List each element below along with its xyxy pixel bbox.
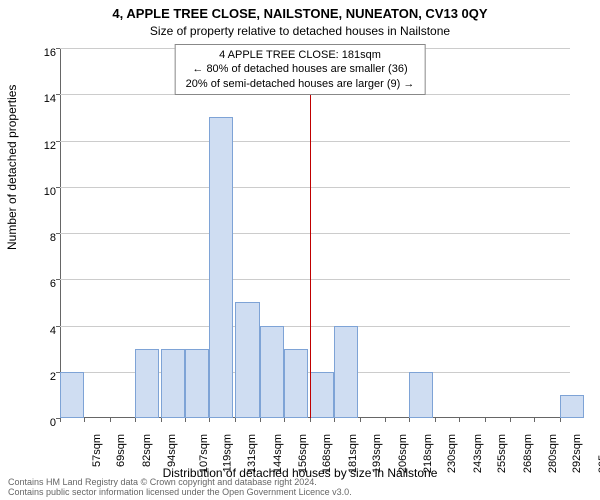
histogram-bar bbox=[235, 302, 259, 418]
grid-line bbox=[60, 326, 570, 327]
y-tick-label: 10 bbox=[40, 186, 56, 198]
x-tick-label: 243sqm bbox=[472, 434, 484, 473]
y-tick-mark bbox=[56, 48, 60, 49]
x-tick-label: 230sqm bbox=[446, 434, 458, 473]
x-tick-mark bbox=[260, 418, 261, 422]
x-tick-mark bbox=[385, 418, 386, 422]
x-tick-mark bbox=[185, 418, 186, 422]
footer-text: Contains HM Land Registry data © Crown c… bbox=[8, 478, 352, 498]
y-tick-mark bbox=[56, 233, 60, 234]
histogram-bar bbox=[185, 349, 209, 418]
y-tick-label: 6 bbox=[40, 278, 56, 290]
y-tick-label: 0 bbox=[40, 417, 56, 429]
info-line-2: ← 80% of detached houses are smaller (36… bbox=[186, 62, 415, 76]
x-tick-mark bbox=[84, 418, 85, 422]
x-tick-mark bbox=[409, 418, 410, 422]
x-tick-mark bbox=[161, 418, 162, 422]
grid-line bbox=[60, 141, 570, 142]
x-tick-mark bbox=[334, 418, 335, 422]
x-tick-mark bbox=[135, 418, 136, 422]
info-line-1: 4 APPLE TREE CLOSE: 181sqm bbox=[186, 48, 415, 62]
info-box: 4 APPLE TREE CLOSE: 181sqm ← 80% of deta… bbox=[175, 44, 426, 95]
y-tick-label: 2 bbox=[40, 371, 56, 383]
x-tick-mark bbox=[235, 418, 236, 422]
y-tick-label: 4 bbox=[40, 325, 56, 337]
x-tick-mark bbox=[284, 418, 285, 422]
x-tick-label: 131sqm bbox=[246, 434, 258, 473]
x-tick-mark bbox=[209, 418, 210, 422]
y-tick-mark bbox=[56, 94, 60, 95]
histogram-bar bbox=[209, 117, 233, 418]
x-tick-label: 82sqm bbox=[141, 434, 153, 467]
x-tick-label: 119sqm bbox=[221, 434, 233, 472]
x-tick-label: 168sqm bbox=[321, 434, 333, 473]
chart-subtitle: Size of property relative to detached ho… bbox=[0, 24, 600, 38]
x-tick-mark bbox=[534, 418, 535, 422]
histogram-bar bbox=[334, 326, 358, 419]
y-tick-label: 16 bbox=[40, 47, 56, 59]
x-tick-label: 94sqm bbox=[166, 434, 178, 467]
x-tick-mark bbox=[310, 418, 311, 422]
x-tick-label: 206sqm bbox=[397, 434, 409, 473]
x-tick-label: 156sqm bbox=[297, 434, 309, 473]
x-tick-label: 255sqm bbox=[496, 434, 508, 473]
plot-area bbox=[60, 48, 570, 418]
x-tick-label: 292sqm bbox=[571, 434, 583, 473]
info-line-3: 20% of semi-detached houses are larger (… bbox=[186, 77, 415, 91]
y-tick-mark bbox=[56, 326, 60, 327]
x-tick-label: 181sqm bbox=[347, 434, 359, 473]
x-tick-label: 268sqm bbox=[522, 434, 534, 473]
x-tick-mark bbox=[435, 418, 436, 422]
x-tick-label: 144sqm bbox=[273, 434, 285, 473]
y-tick-mark bbox=[56, 279, 60, 280]
x-tick-mark bbox=[510, 418, 511, 422]
y-tick-label: 8 bbox=[40, 232, 56, 244]
chart-container: 4, APPLE TREE CLOSE, NAILSTONE, NUNEATON… bbox=[0, 0, 600, 500]
x-tick-label: 69sqm bbox=[115, 434, 127, 467]
x-tick-mark bbox=[60, 418, 61, 422]
grid-line bbox=[60, 279, 570, 280]
grid-line bbox=[60, 187, 570, 188]
x-tick-label: 107sqm bbox=[198, 434, 210, 473]
footer-line-2: Contains public sector information licen… bbox=[8, 488, 352, 498]
x-tick-mark bbox=[110, 418, 111, 422]
histogram-bar bbox=[310, 372, 334, 418]
x-tick-label: 193sqm bbox=[371, 434, 383, 473]
y-tick-label: 14 bbox=[40, 93, 56, 105]
chart-title: 4, APPLE TREE CLOSE, NAILSTONE, NUNEATON… bbox=[0, 6, 600, 21]
y-tick-mark bbox=[56, 187, 60, 188]
y-axis-label: Number of detached properties bbox=[5, 85, 19, 250]
x-tick-label: 280sqm bbox=[547, 434, 559, 473]
x-tick-mark bbox=[485, 418, 486, 422]
histogram-bar bbox=[409, 372, 433, 418]
histogram-bar bbox=[560, 395, 584, 418]
histogram-bar bbox=[161, 349, 185, 418]
x-tick-label: 218sqm bbox=[422, 434, 434, 473]
histogram-bar bbox=[260, 326, 284, 419]
histogram-bar bbox=[60, 372, 84, 418]
y-tick-mark bbox=[56, 141, 60, 142]
y-tick-label: 12 bbox=[40, 140, 56, 152]
reference-line bbox=[310, 48, 311, 418]
histogram-bar bbox=[284, 349, 308, 418]
x-tick-mark bbox=[360, 418, 361, 422]
histogram-bar bbox=[135, 349, 159, 418]
x-tick-mark bbox=[459, 418, 460, 422]
x-tick-mark bbox=[560, 418, 561, 422]
grid-line bbox=[60, 233, 570, 234]
x-tick-label: 57sqm bbox=[91, 434, 103, 467]
